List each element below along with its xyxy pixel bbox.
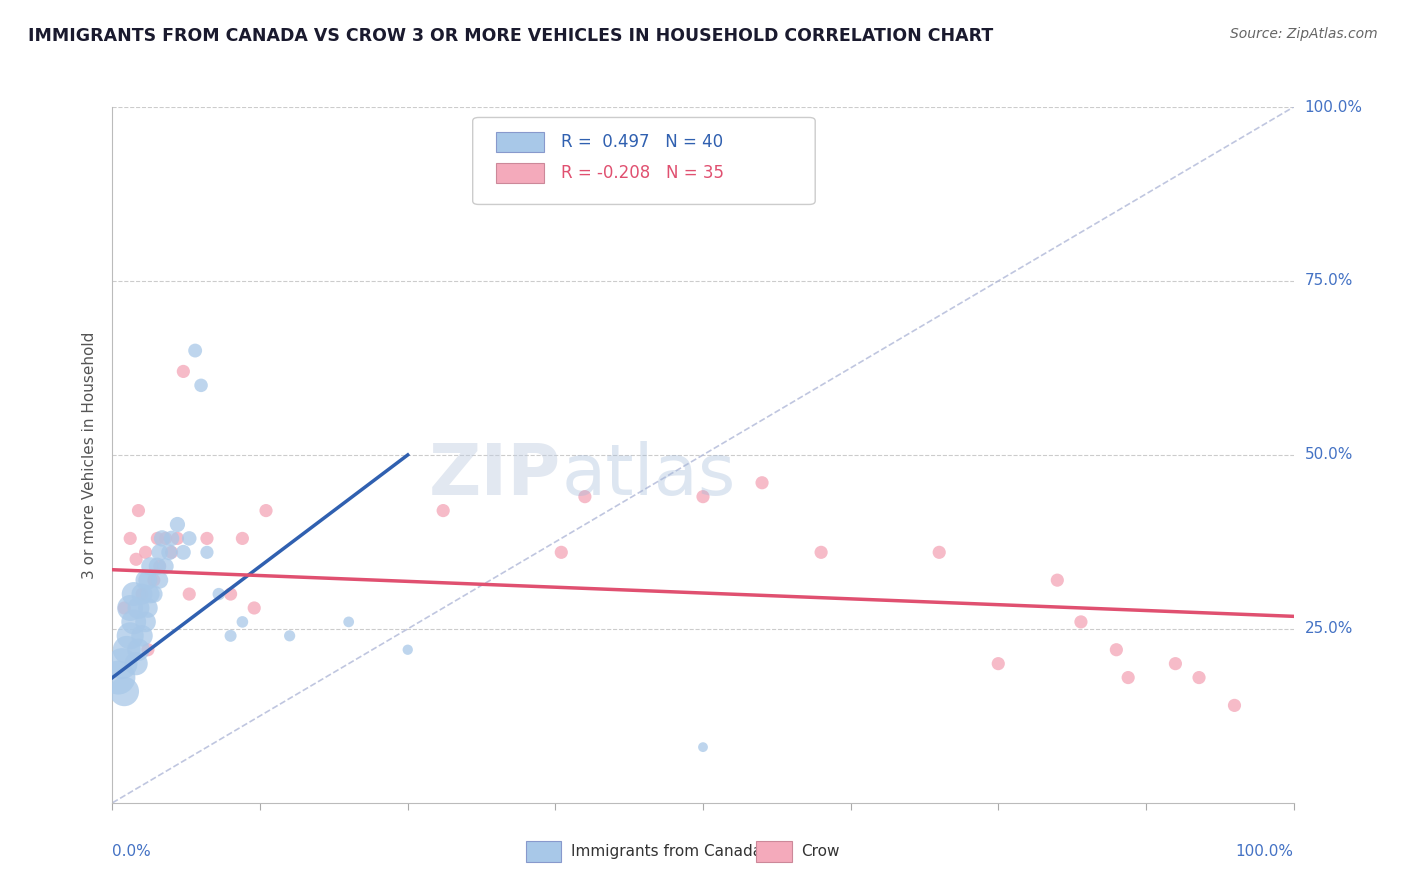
- Point: [179, 532, 201, 546]
- Point: [155, 532, 177, 546]
- Point: [160, 545, 183, 559]
- Point: [127, 601, 149, 615]
- Text: R =  0.497   N = 40: R = 0.497 N = 40: [561, 133, 724, 151]
- Point: [166, 532, 188, 546]
- Point: [131, 587, 153, 601]
- Text: Crow: Crow: [801, 844, 839, 859]
- Point: [172, 545, 194, 559]
- Point: [432, 503, 454, 517]
- Point: [146, 559, 169, 574]
- Text: Source: ZipAtlas.com: Source: ZipAtlas.com: [1230, 27, 1378, 41]
- Point: [142, 587, 165, 601]
- Point: [574, 490, 596, 504]
- Point: [1188, 671, 1211, 685]
- Point: [231, 532, 253, 546]
- Point: [136, 573, 159, 587]
- Point: [127, 642, 149, 657]
- Point: [125, 657, 148, 671]
- Point: [125, 552, 148, 566]
- Text: IMMIGRANTS FROM CANADA VS CROW 3 OR MORE VEHICLES IN HOUSEHOLD CORRELATION CHART: IMMIGRANTS FROM CANADA VS CROW 3 OR MORE…: [28, 27, 994, 45]
- Point: [550, 545, 572, 559]
- Point: [1164, 657, 1187, 671]
- Point: [136, 601, 159, 615]
- Point: [112, 601, 135, 615]
- Point: [142, 573, 165, 587]
- Point: [135, 615, 157, 629]
- Point: [139, 587, 162, 601]
- Text: 75.0%: 75.0%: [1305, 274, 1353, 288]
- Point: [136, 642, 159, 657]
- Point: [160, 532, 183, 546]
- Text: 25.0%: 25.0%: [1305, 622, 1353, 636]
- Point: [122, 615, 145, 629]
- Text: Immigrants from Canada: Immigrants from Canada: [571, 844, 762, 859]
- Point: [146, 532, 169, 546]
- FancyBboxPatch shape: [496, 163, 544, 183]
- Point: [928, 545, 950, 559]
- Point: [692, 490, 714, 504]
- Point: [219, 629, 242, 643]
- Point: [120, 601, 142, 615]
- Point: [131, 587, 153, 601]
- Point: [127, 503, 149, 517]
- FancyBboxPatch shape: [496, 132, 544, 152]
- Text: 100.0%: 100.0%: [1305, 100, 1362, 114]
- Point: [243, 601, 266, 615]
- Point: [219, 587, 242, 601]
- Point: [810, 545, 832, 559]
- Text: R = -0.208   N = 35: R = -0.208 N = 35: [561, 164, 724, 182]
- Point: [149, 545, 172, 559]
- Point: [120, 532, 142, 546]
- Point: [111, 657, 134, 671]
- Point: [179, 587, 201, 601]
- Point: [120, 629, 142, 643]
- Text: 0.0%: 0.0%: [112, 845, 152, 860]
- Point: [149, 573, 172, 587]
- Point: [107, 671, 129, 685]
- Point: [751, 475, 773, 490]
- Text: 50.0%: 50.0%: [1305, 448, 1353, 462]
- Point: [208, 587, 231, 601]
- Point: [149, 559, 172, 574]
- Point: [195, 532, 218, 546]
- Point: [195, 545, 218, 559]
- FancyBboxPatch shape: [756, 841, 792, 862]
- Text: atlas: atlas: [561, 442, 735, 510]
- Point: [190, 378, 212, 392]
- Point: [1116, 671, 1139, 685]
- Text: ZIP: ZIP: [429, 442, 561, 510]
- Point: [692, 740, 714, 755]
- FancyBboxPatch shape: [526, 841, 561, 862]
- Point: [155, 559, 177, 574]
- Point: [1046, 573, 1069, 587]
- Point: [278, 629, 301, 643]
- Point: [122, 587, 145, 601]
- Point: [112, 684, 135, 698]
- FancyBboxPatch shape: [472, 118, 815, 204]
- Text: 100.0%: 100.0%: [1236, 845, 1294, 860]
- Point: [1105, 642, 1128, 657]
- Point: [1223, 698, 1246, 713]
- Point: [396, 642, 419, 657]
- Point: [337, 615, 360, 629]
- Point: [231, 615, 253, 629]
- Point: [115, 642, 138, 657]
- Point: [172, 364, 194, 378]
- Point: [131, 629, 153, 643]
- Point: [166, 517, 188, 532]
- Y-axis label: 3 or more Vehicles in Household: 3 or more Vehicles in Household: [82, 331, 97, 579]
- Point: [987, 657, 1010, 671]
- Point: [150, 532, 173, 546]
- Point: [157, 545, 180, 559]
- Point: [1070, 615, 1092, 629]
- Point: [254, 503, 277, 517]
- Point: [135, 573, 157, 587]
- Point: [135, 545, 157, 559]
- Point: [184, 343, 207, 358]
- Point: [139, 559, 162, 574]
